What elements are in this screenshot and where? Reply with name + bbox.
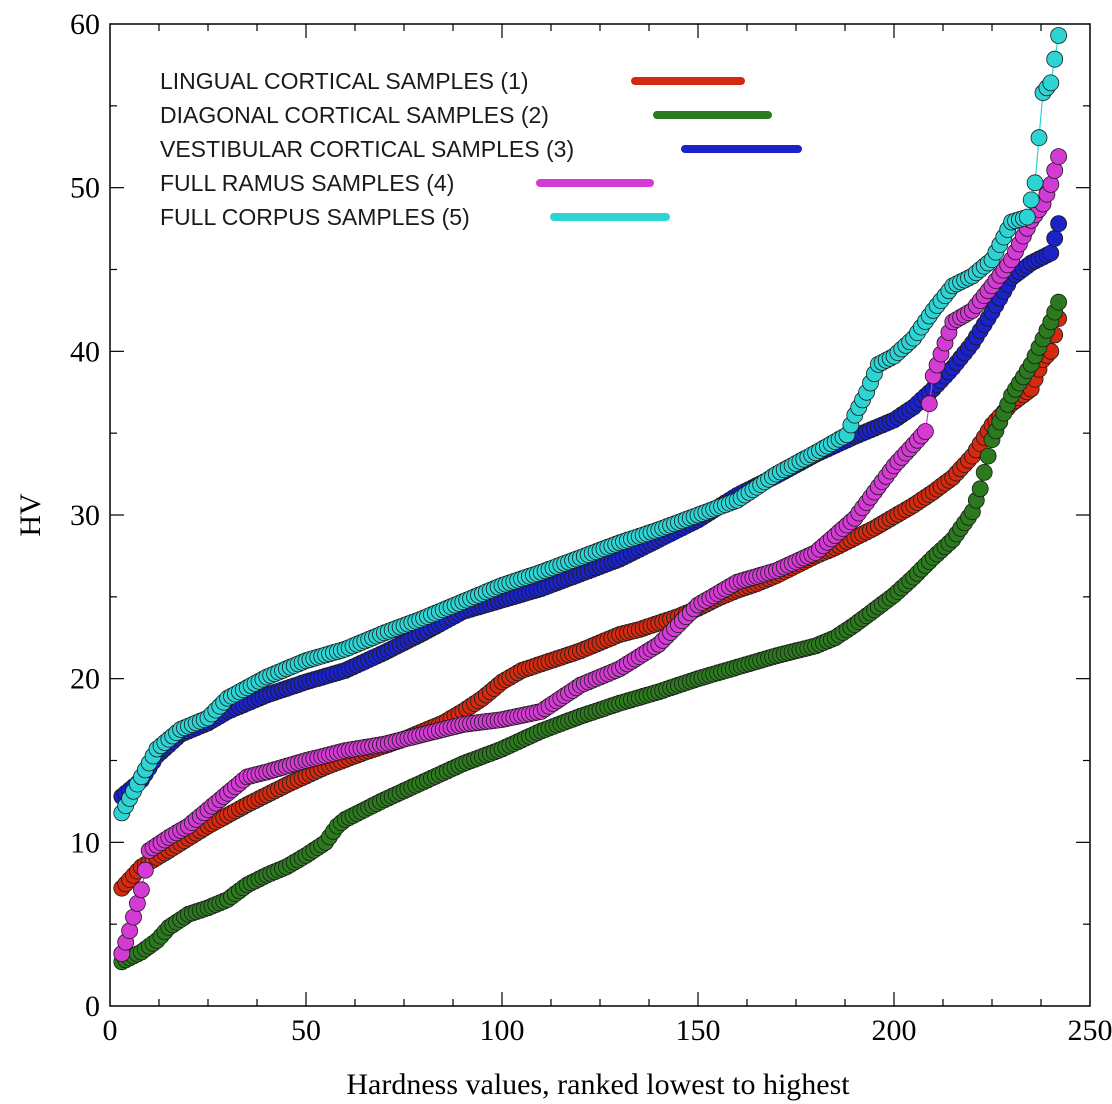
data-point [136, 861, 154, 879]
data-point [1022, 191, 1040, 209]
x-tick-label: 0 [103, 1014, 118, 1047]
data-point [1042, 175, 1060, 193]
x-axis-title: Hardness values, ranked lowest to highes… [346, 1068, 850, 1101]
data-point [1042, 74, 1060, 92]
data-point [1046, 162, 1064, 179]
data-point [1050, 215, 1067, 233]
x-tick-label: 250 [1068, 1014, 1112, 1047]
data-point [920, 395, 938, 413]
data-point [1046, 50, 1064, 68]
y-tick-label: 30 [70, 499, 100, 532]
y-tick-label: 40 [70, 335, 100, 368]
y-tick-label: 10 [70, 826, 100, 859]
y-axis-title: HV [14, 493, 47, 537]
data-point [975, 463, 993, 481]
legend-label: FULL CORPUS SAMPLES (5) [160, 204, 470, 230]
legend-label: FULL RAMUS SAMPLES (4) [160, 170, 454, 196]
series-4 [113, 148, 1067, 962]
data-point [132, 881, 150, 899]
data-point [917, 423, 934, 440]
y-tick-label: 60 [70, 8, 100, 41]
x-tick-label: 100 [480, 1014, 525, 1047]
data-point [1042, 244, 1060, 262]
data-point [1046, 229, 1064, 247]
data-point [1026, 174, 1044, 192]
y-tick-label: 20 [70, 663, 100, 696]
data-point [971, 480, 989, 498]
axis-tick-labels: 0 50 100 150 200 250 0 10 20 30 40 50 60 [70, 8, 1112, 1047]
x-tick-label: 50 [291, 1014, 321, 1047]
y-tick-label: 50 [70, 172, 100, 205]
x-tick-label: 150 [676, 1014, 721, 1047]
series-5 [113, 27, 1067, 822]
legend-label: VESTIBULAR CORTICAL SAMPLES (3) [160, 136, 574, 162]
series-layer [113, 27, 1067, 971]
data-point [1050, 27, 1067, 44]
data-point [979, 447, 997, 465]
series-2 [113, 293, 1067, 971]
y-tick-label: 0 [85, 990, 100, 1023]
axis-ticks [110, 24, 1090, 1006]
x-tick-label: 200 [872, 1014, 917, 1047]
legend-label: LINGUAL CORTICAL SAMPLES (1) [160, 68, 529, 94]
legend-label: DIAGONAL CORTICAL SAMPLES (2) [160, 102, 549, 128]
data-point [1030, 129, 1048, 147]
data-point [1018, 208, 1036, 226]
data-point [1050, 148, 1067, 166]
data-point [1050, 293, 1067, 311]
legend: LINGUAL CORTICAL SAMPLES (1) DIAGONAL COR… [160, 68, 802, 230]
